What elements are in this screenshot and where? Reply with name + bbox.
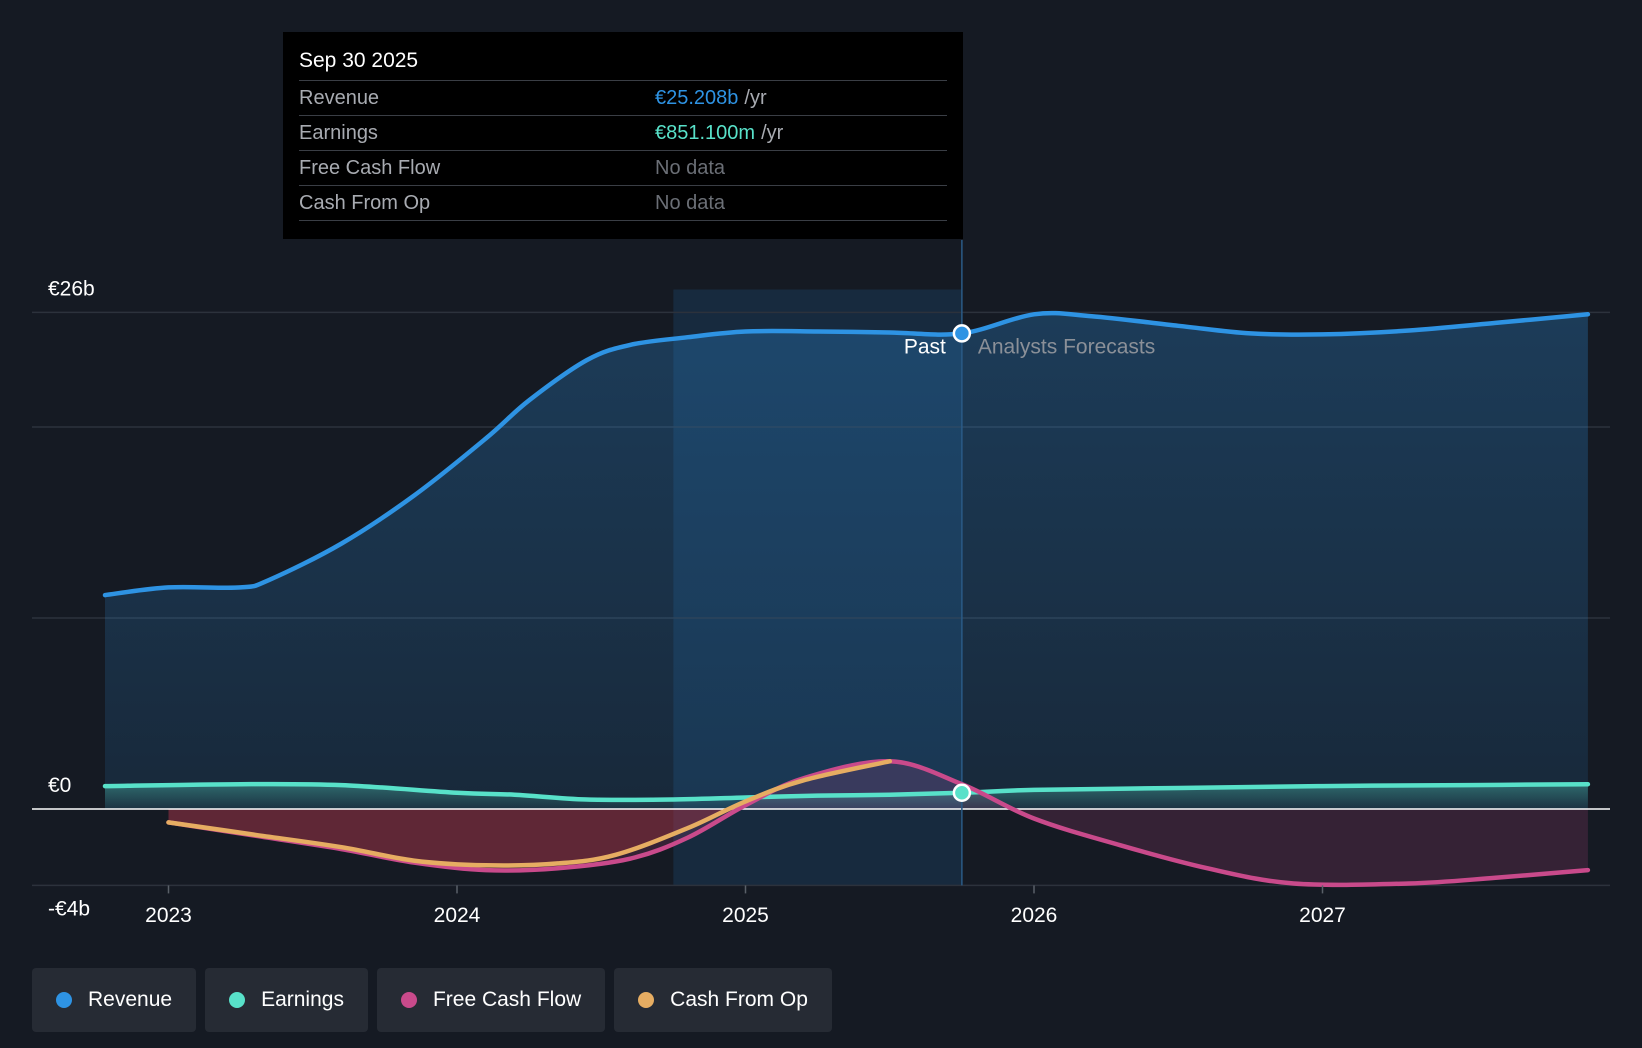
- legend-item-earnings[interactable]: Earnings: [205, 968, 368, 1032]
- tooltip-value: €25.208b: [655, 87, 739, 109]
- tooltip-label: Revenue: [299, 87, 380, 109]
- legend-item-cash-from-op[interactable]: Cash From Op: [614, 968, 832, 1032]
- y-tick-label: €26b: [48, 277, 95, 300]
- tooltip-row-earnings: Earnings €851.100m /yr: [299, 115, 947, 150]
- y-tick-label: €0: [48, 774, 71, 797]
- free-cash-flow-negative-area: [168, 801, 746, 866]
- revenue-marker[interactable]: [952, 324, 972, 343]
- tooltip-date: Sep 30 2025: [299, 49, 419, 72]
- legend-label: Free Cash Flow: [432, 988, 582, 1011]
- tooltip-label: Earnings: [299, 122, 378, 144]
- legend-item-revenue[interactable]: Revenue: [32, 968, 197, 1032]
- legend-label: Revenue: [88, 988, 173, 1011]
- free-cash-flow-area: [168, 761, 1588, 885]
- legend-item-free-cash-flow[interactable]: Free Cash Flow: [376, 968, 606, 1032]
- tooltip-row-free-cash-flow: Free Cash Flow No data: [299, 150, 947, 185]
- x-tick-label: 2026: [1011, 904, 1058, 927]
- tooltip-value: No data: [655, 192, 726, 214]
- legend-label: Earnings: [261, 988, 344, 1011]
- x-tick-label: 2027: [1299, 904, 1346, 927]
- tooltip-unit: /yr: [744, 87, 767, 109]
- tooltip: Sep 30 2025 Revenue €25.208b /yr Earning…: [283, 32, 963, 239]
- tooltip-label: Free Cash Flow: [299, 157, 441, 179]
- legend-label: Cash From Op: [670, 988, 808, 1011]
- cash-from-op-line[interactable]: [166, 759, 893, 868]
- free-cash-flow-dot-icon: [400, 992, 417, 1008]
- revenue-area: [105, 313, 1588, 809]
- revenue-line[interactable]: [102, 310, 1591, 598]
- tooltip-label: Cash From Op: [299, 192, 431, 214]
- revenue-dot-icon: [56, 992, 72, 1008]
- x-tick-label: 2025: [722, 904, 769, 927]
- forecast-label: Analysts Forecasts: [978, 335, 1155, 358]
- earnings-line[interactable]: [102, 781, 1591, 803]
- cash-from-op-dot-icon: [638, 992, 655, 1008]
- tooltip-value: No data: [655, 157, 726, 179]
- tooltip-unit: /yr: [761, 122, 784, 144]
- y-tick-label: -€4b: [48, 897, 90, 920]
- x-tick-label: 2023: [145, 904, 192, 927]
- y-axis-labels: €26b €0 -€4b: [48, 277, 95, 920]
- earnings-dot-icon: [229, 992, 246, 1008]
- x-tick-label: 2024: [434, 904, 481, 927]
- tooltip-row-revenue: Revenue €25.208b /yr: [299, 80, 947, 115]
- tooltip-value: €851.100m: [655, 122, 756, 144]
- legend: Revenue Earnings Free Cash Flow Cash Fro…: [32, 968, 832, 1032]
- tooltip-row-cash-from-op: Cash From Op No data: [299, 185, 947, 221]
- x-axis-labels: 2023 2024 2025 2026 2027: [145, 885, 1346, 927]
- past-label: Past: [904, 335, 946, 358]
- earnings-marker[interactable]: [952, 783, 972, 803]
